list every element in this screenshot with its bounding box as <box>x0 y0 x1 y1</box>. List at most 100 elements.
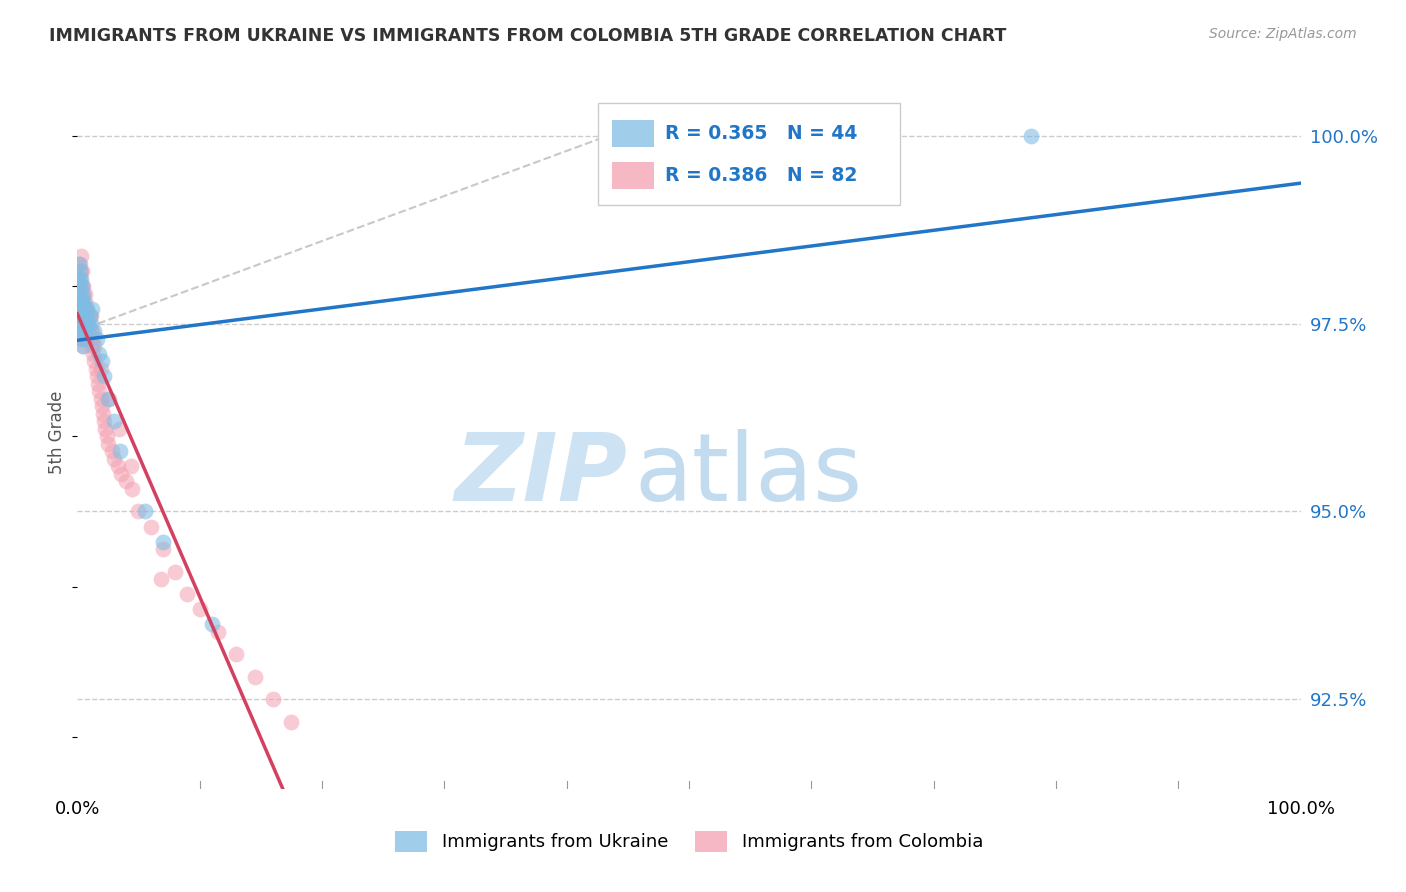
Point <box>103 451 125 466</box>
Point <box>70 317 93 331</box>
Point <box>69 279 91 293</box>
Text: R = 0.386   N = 82: R = 0.386 N = 82 <box>665 166 858 186</box>
Point <box>165 565 187 579</box>
Point <box>80 301 103 316</box>
Point <box>262 692 284 706</box>
Point <box>93 414 115 428</box>
Point <box>69 257 91 271</box>
Legend: Immigrants from Ukraine, Immigrants from Colombia: Immigrants from Ukraine, Immigrants from… <box>388 823 990 859</box>
Point <box>72 339 94 353</box>
Point <box>79 332 101 346</box>
Point <box>225 647 247 661</box>
Point <box>72 324 94 338</box>
Point <box>70 279 93 293</box>
Point <box>69 317 91 331</box>
Point <box>89 384 111 399</box>
Point <box>70 309 93 323</box>
Point <box>75 317 97 331</box>
Point <box>76 317 98 331</box>
Point <box>72 301 94 316</box>
Point <box>72 294 94 309</box>
Point <box>176 587 198 601</box>
Point <box>77 324 100 338</box>
Point <box>90 400 112 414</box>
Point <box>73 324 96 338</box>
Point <box>76 309 98 323</box>
Point <box>69 301 91 316</box>
Point <box>127 504 149 518</box>
Point <box>75 301 97 316</box>
Point <box>97 437 120 451</box>
Point <box>70 301 93 316</box>
Point <box>70 286 93 301</box>
Text: IMMIGRANTS FROM UKRAINE VS IMMIGRANTS FROM COLOMBIA 5TH GRADE CORRELATION CHART: IMMIGRANTS FROM UKRAINE VS IMMIGRANTS FR… <box>49 27 1007 45</box>
Point <box>91 407 114 421</box>
Point <box>70 294 93 309</box>
Point <box>84 361 107 376</box>
Point <box>201 617 224 632</box>
Point <box>73 301 96 316</box>
Point <box>108 422 131 436</box>
Point <box>100 444 122 458</box>
Point <box>86 369 108 384</box>
Text: Source: ZipAtlas.com: Source: ZipAtlas.com <box>1209 27 1357 41</box>
Point <box>73 286 96 301</box>
Point <box>94 422 117 436</box>
Point <box>1021 128 1043 143</box>
Point <box>70 294 93 309</box>
Point <box>70 317 93 331</box>
Point <box>77 317 100 331</box>
Point <box>80 309 103 323</box>
Point <box>73 294 96 309</box>
Point <box>67 271 90 285</box>
Point <box>72 286 94 301</box>
Point <box>120 459 142 474</box>
Text: ZIP: ZIP <box>456 429 628 522</box>
Point <box>121 482 143 496</box>
Point <box>98 392 121 406</box>
Point <box>69 271 91 285</box>
Point <box>76 317 98 331</box>
Point <box>152 542 174 557</box>
Point <box>139 519 162 533</box>
Point <box>70 332 93 346</box>
Point <box>70 279 93 293</box>
Point <box>67 317 90 331</box>
Point <box>76 309 98 323</box>
Point <box>75 324 97 338</box>
Point <box>243 670 266 684</box>
Point <box>70 301 93 316</box>
Point <box>207 624 229 639</box>
Point <box>70 294 93 309</box>
Point <box>103 414 125 428</box>
Point <box>75 332 97 346</box>
Point <box>149 572 172 586</box>
Point <box>69 309 91 323</box>
Point <box>97 392 120 406</box>
Point <box>70 264 93 278</box>
Point <box>83 339 105 353</box>
Point <box>70 324 93 338</box>
Point <box>80 339 103 353</box>
Point <box>72 324 94 338</box>
Point <box>82 347 104 361</box>
Point <box>70 309 93 323</box>
Point <box>70 324 93 338</box>
Point <box>72 309 94 323</box>
Point <box>83 354 105 368</box>
Point <box>72 317 94 331</box>
Point <box>77 317 100 331</box>
Point <box>79 309 101 323</box>
Text: R = 0.365   N = 44: R = 0.365 N = 44 <box>665 124 858 144</box>
Point <box>115 475 138 489</box>
Point <box>90 361 112 376</box>
Point <box>70 249 93 263</box>
Point <box>108 444 131 458</box>
Point <box>73 317 96 331</box>
Point <box>80 317 103 331</box>
Point <box>93 369 115 384</box>
Point <box>70 264 93 278</box>
Point <box>82 332 104 346</box>
Point <box>87 376 110 391</box>
Point <box>70 271 93 285</box>
